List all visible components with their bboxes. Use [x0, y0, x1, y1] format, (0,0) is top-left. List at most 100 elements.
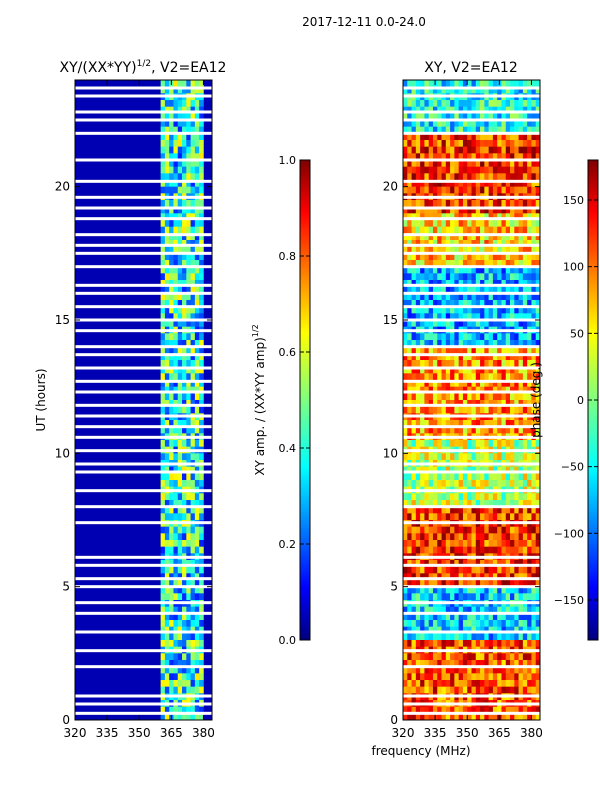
phase-cell: [484, 340, 489, 347]
amplitude-cell: [169, 473, 174, 481]
amplitude-cell: [194, 526, 200, 534]
phase-cell: [467, 173, 472, 181]
phase-cell: [407, 533, 412, 541]
phase-cell: [432, 233, 438, 241]
phase-cell: [428, 273, 434, 281]
amplitude-cell: [164, 546, 170, 554]
phase-cell: [424, 653, 429, 661]
amplitude-cell: [169, 420, 174, 427]
phase-cell: [501, 526, 507, 534]
phase-cell: [475, 533, 481, 541]
phase-cell: [437, 640, 442, 647]
amplitude-cell: [199, 333, 204, 341]
phase-cell: [432, 240, 438, 247]
amplitude-cell: [190, 620, 196, 627]
amplitude-cell: [169, 313, 174, 321]
phase-cell: [458, 666, 464, 674]
phase-cell: [450, 506, 455, 514]
phase-cell: [458, 653, 464, 661]
phase-cell: [428, 353, 434, 361]
phase-cell: [424, 133, 429, 141]
phase-cell: [475, 640, 481, 647]
phase-cell: [407, 660, 412, 667]
amplitude-cell: [173, 393, 179, 401]
amplitude-cell: [164, 166, 170, 174]
amplitude-cell: [169, 686, 174, 694]
phase-cell: [527, 140, 532, 147]
phase-cell: [475, 133, 481, 141]
amplitude-cell: [164, 266, 170, 274]
phase-cell: [450, 353, 455, 361]
phase-cell: [531, 493, 537, 501]
amplitude-cell: [160, 653, 166, 661]
phase-cell: [480, 400, 485, 407]
amplitude-cell: [177, 513, 183, 521]
phase-cell: [480, 146, 485, 154]
phase-cell: [428, 373, 434, 381]
phase-cell: [462, 386, 468, 394]
phase-cell: [445, 300, 451, 307]
phase-cell: [531, 686, 537, 694]
phase-cell: [535, 680, 541, 687]
phase-cell: [467, 426, 472, 434]
phase-cell: [462, 406, 468, 414]
amplitude-cell: [182, 260, 187, 267]
phase-cell: [492, 533, 498, 541]
phase-flagged-row: [403, 470, 540, 474]
amplitude-cell: [190, 366, 196, 374]
phase-cell: [428, 513, 434, 521]
phase-cell: [454, 366, 459, 374]
phase-cell: [488, 653, 494, 661]
phase-cell: [424, 126, 429, 134]
phase-cell: [471, 506, 477, 514]
phase-flagged-row: [403, 449, 540, 453]
phase-cell: [437, 353, 442, 361]
phase-cell: [445, 153, 451, 161]
amplitude-cell: [190, 666, 196, 674]
amplitude-cell: [182, 393, 187, 401]
amplitude-cell: [160, 666, 166, 674]
phase-cell: [454, 666, 459, 674]
amplitude-cell: [164, 533, 170, 541]
phase-cell: [437, 633, 442, 641]
phase-cell: [458, 660, 464, 667]
phase-cell: [497, 393, 502, 401]
phase-cell: [522, 366, 528, 374]
phase-cell: [415, 586, 421, 594]
phase-cell: [441, 546, 447, 554]
phase-cell: [458, 353, 464, 361]
phase-cell: [420, 293, 425, 301]
amplitude-cell: [186, 166, 191, 174]
phase-cell: [450, 386, 455, 394]
phase-cell: [527, 280, 532, 287]
phase-cell: [462, 173, 468, 181]
phase-cell: [420, 220, 425, 227]
phase-cell: [501, 566, 507, 574]
phase-cell: [492, 666, 498, 674]
amplitude-cell: [182, 286, 187, 294]
phase-cell: [445, 466, 451, 474]
phase-cell: [420, 633, 425, 641]
amplitude-cell: [164, 400, 170, 407]
amplitude-cell: [173, 266, 179, 274]
amplitude-cell: [160, 106, 166, 114]
phase-cell: [437, 573, 442, 581]
phase-cell: [432, 473, 438, 481]
amplitude-cell: [164, 633, 170, 641]
amplitude-cell: [160, 160, 166, 167]
phase-cell: [471, 280, 477, 287]
amplitude-cell: [186, 613, 191, 621]
phase-cell: [527, 366, 532, 374]
phase-cell: [420, 320, 425, 327]
phase-cell: [467, 333, 472, 341]
phase-cell: [445, 386, 451, 394]
phase-cell: [428, 393, 434, 401]
phase-cell: [471, 366, 477, 374]
phase-cell: [420, 80, 425, 87]
phase-cell: [535, 593, 541, 601]
amplitude-cell: [190, 526, 196, 534]
phase-cell: [514, 226, 519, 234]
amplitude-cell: [194, 473, 200, 481]
phase-cell: [420, 173, 425, 181]
